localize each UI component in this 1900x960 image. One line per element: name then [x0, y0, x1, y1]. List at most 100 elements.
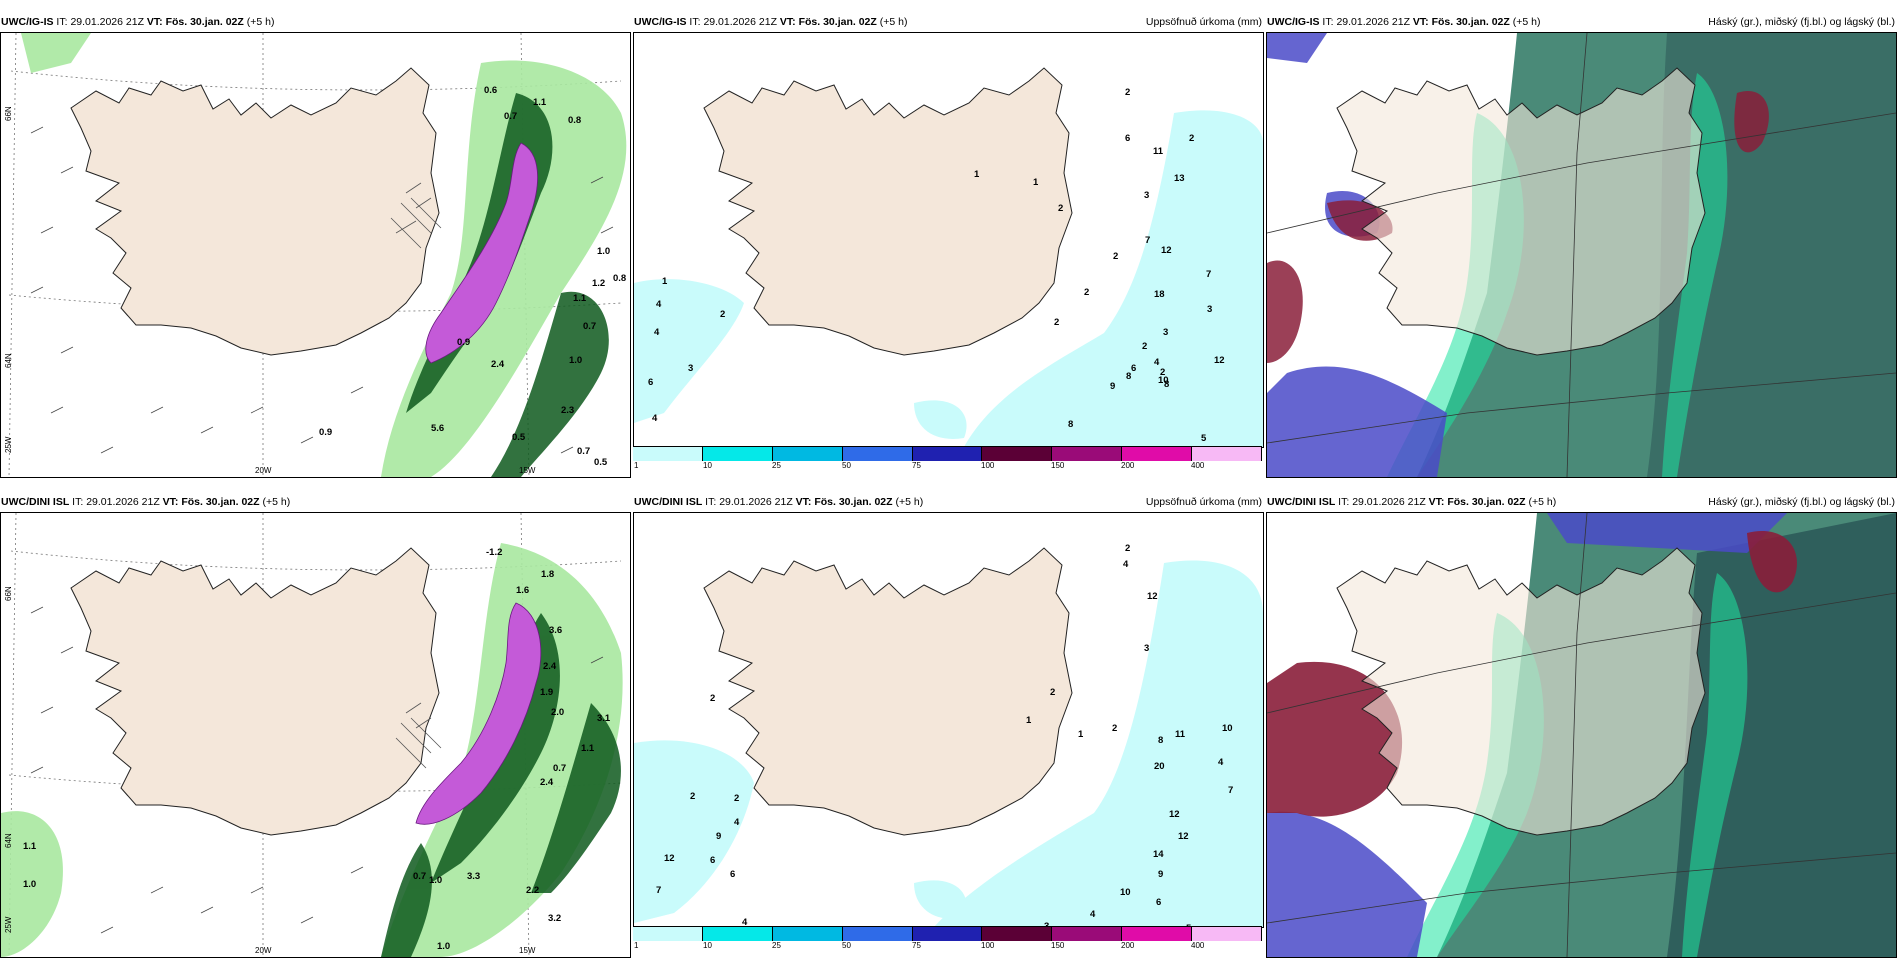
wind-label: 2.4 — [540, 777, 554, 788]
precip-label: 2 — [720, 309, 726, 320]
precip-label: 4 — [1123, 559, 1129, 570]
precip-label: 12 — [1161, 245, 1172, 256]
wind-label: 1.9 — [540, 687, 554, 698]
precip-label: 2 — [1112, 723, 1118, 734]
panel-wind-dini: UWC/DINI ISL IT: 29.01.2026 21Z VT: Fös.… — [0, 492, 631, 960]
precip-label: 3 — [1044, 921, 1050, 928]
wind-label: 1.0 — [437, 941, 451, 952]
colorbar-segment — [842, 927, 913, 941]
wind-map[interactable]: -1.2 1.6 1.8 2.4 3.6 1.9 2.0 0.7 2.4 3.1… — [0, 512, 631, 958]
wind-label: 0.8 — [613, 273, 627, 284]
precip-label: 7 — [1145, 235, 1151, 246]
wind-map[interactable]: 0.6 1.1 0.7 0.8 1.0 1.2 0.8 1.1 0.7 1.0 … — [0, 32, 631, 478]
precip-label: 2 — [1054, 317, 1060, 328]
precip-label: 9 — [1110, 381, 1116, 392]
precip-label: 4 — [1154, 357, 1160, 368]
precip-label: 2 — [710, 693, 716, 704]
precip-label: 4 — [734, 817, 740, 828]
precip-label: 2 — [1142, 341, 1148, 352]
lat-label: 64N — [4, 353, 13, 368]
precip-label: 4 — [1090, 909, 1096, 920]
precip-label: 12 — [1178, 831, 1189, 842]
precip-label: 1 — [1078, 729, 1084, 740]
colorbar-segment — [633, 447, 703, 461]
colorbar-tick: 25 — [772, 461, 781, 470]
colorbar-segment — [702, 447, 773, 461]
precip-label: 5 — [1201, 433, 1207, 444]
precip-label: 11 — [1153, 146, 1164, 157]
colorbar-tick: 1 — [634, 461, 639, 470]
colorbar — [633, 926, 1263, 941]
wind-label: 1.1 — [23, 841, 37, 852]
wind-label: 0.9 — [457, 337, 471, 348]
precip-label: 2 — [690, 791, 696, 802]
lon-label: 25W — [4, 436, 13, 453]
colorbar-segment — [1192, 447, 1263, 461]
precip-label: 6 — [710, 855, 716, 866]
colorbar-segment — [982, 927, 1053, 941]
model-name: UWC/IG-IS — [634, 16, 687, 28]
precip-label: 20 — [1154, 761, 1165, 772]
wind-label: 1.6 — [516, 585, 530, 596]
wind-label: 0.7 — [577, 446, 591, 457]
lat-label: 66N — [4, 106, 13, 121]
wind-label: 0.9 — [319, 427, 333, 438]
precip-label: 1 — [662, 276, 668, 287]
precip-map[interactable]: 2 4 12 3 2 1 1 2 8 20 12 11 10 4 7 12 14… — [633, 512, 1264, 928]
model-name: UWC/IG-IS — [1267, 16, 1320, 28]
wind-label: 3.6 — [549, 625, 563, 636]
precip-label: 5 — [1186, 923, 1191, 927]
precip-label: 2 — [1084, 287, 1090, 298]
panel-precip-ig: UWC/IG-IS IT: 29.01.2026 21Z VT: Fös. 30… — [633, 12, 1264, 480]
precip-label: 3 — [1163, 327, 1169, 338]
cloud-map[interactable] — [1266, 512, 1897, 958]
precip-label: 3 — [688, 363, 694, 374]
wind-label: 3.1 — [597, 713, 611, 724]
wind-label: 1.2 — [592, 278, 606, 289]
precip-label: 11 — [1175, 729, 1186, 740]
colorbar-segment — [633, 927, 703, 941]
precip-label: 10 — [1120, 887, 1131, 898]
model-name: UWC/DINI ISL — [634, 496, 703, 508]
lon-label: 15W — [519, 946, 536, 955]
precip-label: 4 — [1218, 757, 1224, 768]
precip-label: 2 — [1189, 133, 1195, 144]
precip-label: 14 — [1153, 849, 1164, 860]
panel-header: UWC/IG-IS IT: 29.01.2026 21Z VT: Fös. 30… — [1, 16, 275, 28]
precip-label: 9 — [716, 831, 722, 842]
cloud-map[interactable] — [1266, 32, 1897, 478]
wind-label: 0.5 — [512, 432, 526, 443]
panel-cloud-ig: UWC/IG-IS IT: 29.01.2026 21Z VT: Fös. 30… — [1266, 12, 1897, 480]
wind-label: 0.7 — [583, 321, 597, 332]
precip-label: 8 — [1126, 371, 1132, 382]
precip-label: 3 — [1144, 190, 1150, 201]
wind-label: 5.6 — [431, 423, 445, 434]
precip-label: 7 — [1206, 269, 1212, 280]
wind-label: 1.0 — [569, 355, 583, 366]
colorbar — [633, 446, 1263, 461]
colorbar-tick: 1 — [634, 941, 639, 950]
precip-label: 13 — [1174, 173, 1185, 184]
lon-label: 25W — [4, 916, 13, 933]
wind-label: 0.6 — [484, 85, 498, 96]
colorbar-segment — [1052, 927, 1123, 941]
panel-cloud-dini: UWC/DINI ISL IT: 29.01.2026 21Z VT: Fös.… — [1266, 492, 1897, 960]
colorbar-tick: 400 — [1191, 941, 1205, 950]
colorbar-tick: 25 — [772, 941, 781, 950]
precip-label: 8 — [1158, 735, 1164, 746]
model-name: UWC/DINI ISL — [1, 496, 70, 508]
wind-label: 0.5 — [594, 457, 608, 468]
precip-map[interactable]: 2 1 1 2 11 13 3 2 6 7 12 18 7 3 2 2 2 3 … — [633, 32, 1264, 448]
panel-title: Háský (gr.), miðský (fj.bl.) og lágský (… — [1708, 16, 1895, 28]
precip-label: 4 — [654, 327, 660, 338]
precip-label: 12 — [1169, 809, 1180, 820]
precip-label: 12 — [1147, 591, 1158, 602]
colorbar-segment — [772, 927, 843, 941]
lat-label: 66N — [4, 586, 13, 601]
model-name: UWC/DINI ISL — [1267, 496, 1336, 508]
precip-label: 8 — [1068, 419, 1074, 430]
precip-label: 9 — [1158, 869, 1164, 880]
panel-header: UWC/DINI ISL IT: 29.01.2026 21Z VT: Fös.… — [1, 496, 291, 508]
colorbar-tick: 100 — [981, 941, 995, 950]
colorbar-segment — [702, 927, 773, 941]
